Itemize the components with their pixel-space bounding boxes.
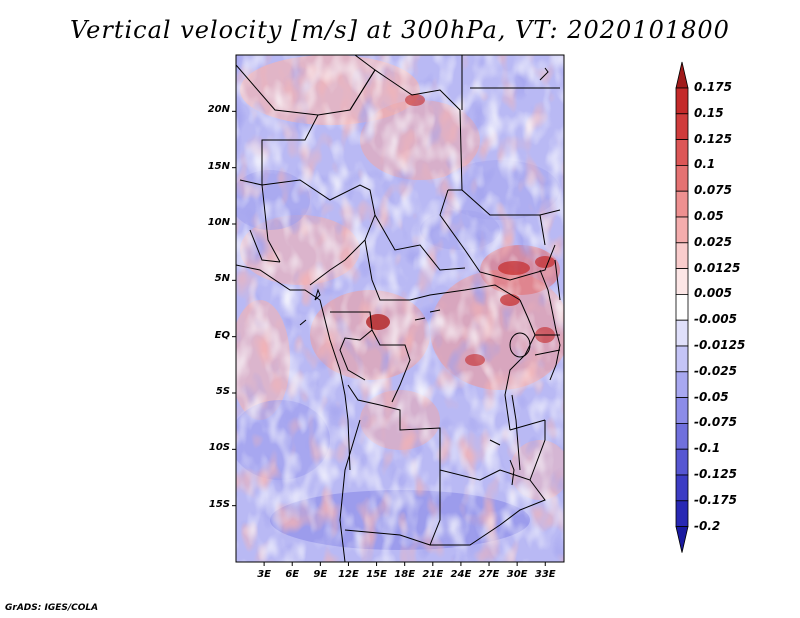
lat-tick-label: 10N bbox=[207, 217, 230, 228]
colorbar-swatch bbox=[675, 397, 689, 424]
colorbar-level-label: -0.0125 bbox=[694, 338, 746, 352]
lat-tick-label: 15S bbox=[208, 498, 230, 510]
lon-tick-label: 21E bbox=[422, 569, 444, 580]
map-frame bbox=[235, 54, 565, 563]
colorbar-level-label: 0.005 bbox=[694, 286, 732, 301]
field-layer bbox=[236, 55, 564, 562]
colorbar-swatch bbox=[675, 87, 689, 115]
tick-marks bbox=[232, 110, 546, 566]
lat-tick-label: 15N bbox=[207, 160, 230, 172]
lon-tick-label: 30E bbox=[506, 569, 528, 580]
colorbar-level-label: -0.2 bbox=[694, 518, 721, 533]
lon-tick-label: 3E bbox=[257, 569, 271, 580]
lakes-layer bbox=[299, 67, 549, 486]
colorbar-level-label: 0.15 bbox=[694, 105, 724, 120]
colorbar-level-label: 0.1 bbox=[694, 157, 716, 172]
colorbar-level-label: -0.125 bbox=[694, 467, 737, 481]
colorbar bbox=[675, 61, 689, 553]
colorbar-level-label: 0.125 bbox=[694, 131, 732, 146]
lat-tick-label: 5S bbox=[215, 386, 230, 397]
colorbar-swatch bbox=[675, 293, 689, 321]
colorbar-level-label: -0.005 bbox=[694, 312, 737, 327]
lat-tick-label: 20N bbox=[207, 104, 230, 116]
software-credit: GrADS: IGES/COLA bbox=[5, 603, 99, 613]
colorbar-swatch bbox=[675, 268, 689, 295]
colorbar-top-arrow bbox=[675, 61, 689, 89]
lon-tick-label: 15E bbox=[366, 569, 387, 580]
colorbar-swatch bbox=[675, 139, 689, 166]
colorbar-swatch bbox=[675, 345, 689, 373]
colorbar-swatch bbox=[675, 371, 689, 398]
lon-tick-label: 9E bbox=[313, 569, 328, 580]
colorbar-level-label: 0.175 bbox=[694, 80, 732, 94]
colorbar-swatch bbox=[675, 164, 689, 192]
colorbar-swatch bbox=[675, 448, 689, 476]
colorbar-level-label: -0.1 bbox=[694, 441, 721, 456]
lon-tick-label: 24E bbox=[450, 569, 472, 580]
lat-tick-label: EQ bbox=[214, 329, 230, 341]
colorbar-swatch bbox=[675, 319, 689, 347]
colorbar-swatch bbox=[675, 242, 689, 270]
lat-tick-label: 10S bbox=[208, 442, 230, 454]
lon-tick-label: 18E bbox=[394, 569, 416, 580]
lon-tick-label: 12E bbox=[338, 569, 359, 580]
colorbar-swatch bbox=[675, 113, 689, 141]
colorbar-level-label: 0.0125 bbox=[694, 260, 741, 275]
colorbar-level-label: 0.075 bbox=[694, 183, 732, 198]
colorbar-swatch bbox=[675, 474, 689, 502]
colorbar-swatch bbox=[675, 500, 689, 527]
map-title: Vertical velocity [m/s] at 300hPa, VT: 2… bbox=[70, 16, 730, 44]
colorbar-level-label: -0.05 bbox=[694, 389, 729, 404]
lon-tick-label: 6E bbox=[285, 569, 300, 580]
colorbar-swatch bbox=[675, 216, 689, 244]
colorbar-level-label: -0.175 bbox=[694, 492, 737, 507]
colorbar-bottom-arrow bbox=[675, 526, 689, 553]
lon-tick-label: 27E bbox=[478, 569, 500, 580]
lon-tick-label: 33E bbox=[534, 569, 556, 580]
lat-tick-label: 5N bbox=[214, 273, 230, 285]
colorbar-level-label: 0.025 bbox=[694, 234, 732, 249]
colorbar-level-label: -0.025 bbox=[694, 363, 737, 378]
borders-layer bbox=[236, 55, 561, 562]
colorbar-level-label: 0.05 bbox=[694, 209, 724, 223]
colorbar-swatch bbox=[675, 190, 689, 218]
colorbar-level-label: -0.075 bbox=[694, 415, 737, 430]
colorbar-swatch bbox=[675, 422, 689, 450]
